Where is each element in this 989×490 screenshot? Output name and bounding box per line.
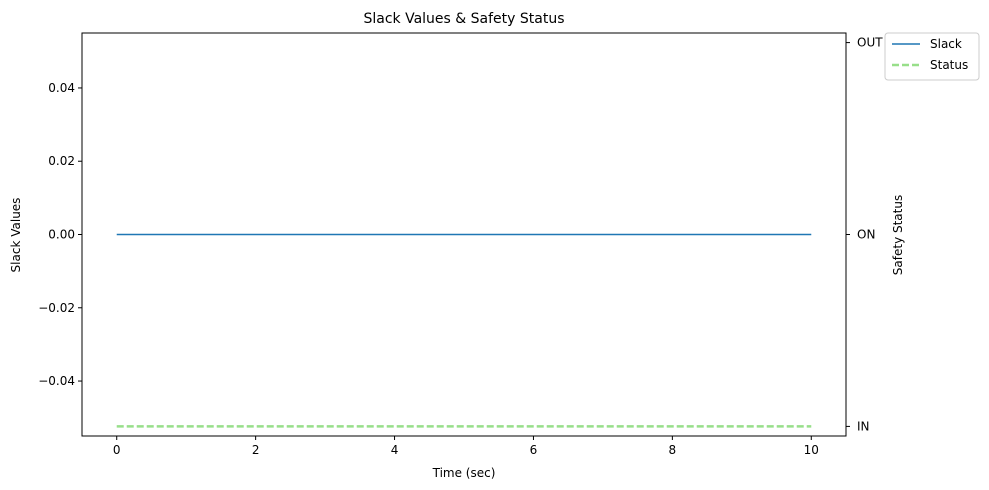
plot-area-group xyxy=(81,32,847,437)
y-tick-label: 0.02 xyxy=(48,154,75,168)
chart-title: Slack Values & Safety Status xyxy=(363,11,564,27)
y-tick-label: −0.02 xyxy=(38,301,75,315)
legend-label-status: Status xyxy=(930,58,968,72)
y-axis-label: Slack Values xyxy=(9,198,23,273)
y-tick-label: 0.04 xyxy=(48,81,75,95)
y2-axis-label: Safety Status xyxy=(891,195,905,275)
y2-tick-label: ON xyxy=(857,228,875,242)
legend-label-slack: Slack xyxy=(930,37,962,51)
x-tick-label: 6 xyxy=(530,443,538,457)
y2-tick-label: IN xyxy=(857,419,870,433)
legend: Slack Status xyxy=(884,32,980,81)
series-layer xyxy=(116,233,812,428)
y-axis-left: −0.04 −0.02 0.00 0.02 0.04 xyxy=(38,81,82,388)
x-tick-label: 8 xyxy=(669,443,677,457)
x-axis-label: Time (sec) xyxy=(432,466,496,480)
x-tick-label: 4 xyxy=(391,443,399,457)
y2-tick-label: OUT xyxy=(857,36,883,50)
x-tick-label: 0 xyxy=(113,443,121,457)
x-tick-label: 10 xyxy=(804,443,819,457)
y-axis-right: IN ON OUT xyxy=(846,36,883,433)
y-tick-label: −0.04 xyxy=(38,374,75,388)
x-tick-label: 2 xyxy=(252,443,260,457)
x-axis: 0 2 4 6 8 10 xyxy=(113,436,819,457)
y-tick-label: 0.00 xyxy=(48,228,75,242)
